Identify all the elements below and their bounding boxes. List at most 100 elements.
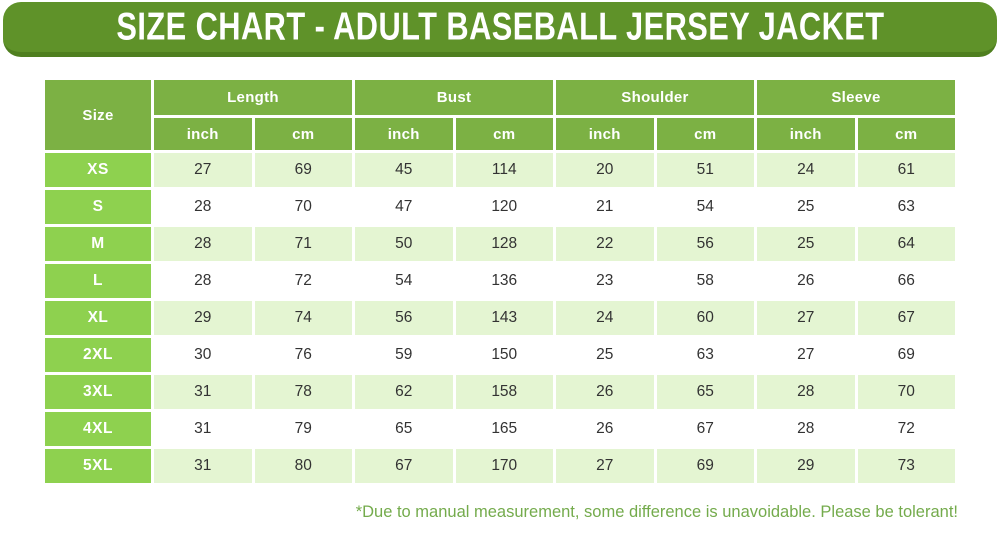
table-row: 5XL 31 80 67 170 27 69 29 73 <box>45 449 955 483</box>
table-header-group-row: Size Length Bust Shoulder Sleeve <box>45 80 955 150</box>
data-cell: 26 <box>556 375 654 409</box>
data-cell: 64 <box>857 227 955 261</box>
data-cell: 20 <box>556 153 654 187</box>
data-cell: 30 <box>154 338 252 372</box>
data-cell: 63 <box>656 338 754 372</box>
data-cell: 26 <box>757 264 855 298</box>
data-cell: 59 <box>355 338 453 372</box>
data-cell: 74 <box>254 301 352 335</box>
size-cell: L <box>45 264 151 298</box>
data-cell: 165 <box>455 412 553 446</box>
data-cell: 65 <box>656 375 754 409</box>
table-row: 4XL 31 79 65 165 26 67 28 72 <box>45 412 955 446</box>
data-cell: 22 <box>556 227 654 261</box>
data-cell: 67 <box>355 449 453 483</box>
data-cell: 69 <box>254 153 352 187</box>
size-cell: M <box>45 227 151 261</box>
title-banner: SIZE CHART - ADULT BASEBALL JERSEY JACKE… <box>3 2 997 57</box>
data-cell: 45 <box>355 153 453 187</box>
data-cell: 24 <box>556 301 654 335</box>
data-cell: 56 <box>656 227 754 261</box>
data-cell: 67 <box>656 412 754 446</box>
table-row: S 28 70 47 120 21 54 25 63 <box>45 190 955 224</box>
data-cell: 114 <box>455 153 553 187</box>
size-cell: XL <box>45 301 151 335</box>
size-cell: 4XL <box>45 412 151 446</box>
page-title: SIZE CHART - ADULT BASEBALL JERSEY JACKE… <box>115 4 885 49</box>
data-cell: 25 <box>556 338 654 372</box>
data-cell: 31 <box>154 449 252 483</box>
data-cell: 27 <box>556 449 654 483</box>
data-cell: 60 <box>656 301 754 335</box>
data-cell: 150 <box>455 338 553 372</box>
unit-header-sleeve-cm: cm <box>857 118 955 150</box>
data-cell: 72 <box>254 264 352 298</box>
unit-header-shoulder-inch: inch <box>556 118 654 150</box>
data-cell: 28 <box>757 412 855 446</box>
size-cell: S <box>45 190 151 224</box>
data-cell: 23 <box>556 264 654 298</box>
size-chart-container: Size Length Bust Shoulder Sleeve inch cm… <box>42 77 958 486</box>
table-row: 2XL 30 76 59 150 25 63 27 69 <box>45 338 955 372</box>
data-cell: 143 <box>455 301 553 335</box>
column-group-sleeve: Sleeve <box>757 80 955 115</box>
data-cell: 25 <box>757 190 855 224</box>
data-cell: 61 <box>857 153 955 187</box>
data-cell: 51 <box>656 153 754 187</box>
data-cell: 29 <box>757 449 855 483</box>
column-group-shoulder: Shoulder <box>556 80 754 115</box>
data-cell: 71 <box>254 227 352 261</box>
data-cell: 69 <box>656 449 754 483</box>
data-cell: 24 <box>757 153 855 187</box>
size-cell: 5XL <box>45 449 151 483</box>
data-cell: 58 <box>656 264 754 298</box>
data-cell: 28 <box>154 264 252 298</box>
size-cell: XS <box>45 153 151 187</box>
unit-header-shoulder-cm: cm <box>656 118 754 150</box>
column-group-length: Length <box>154 80 352 115</box>
data-cell: 28 <box>154 190 252 224</box>
size-cell: 2XL <box>45 338 151 372</box>
size-cell: 3XL <box>45 375 151 409</box>
table-row: XS 27 69 45 114 20 51 24 61 <box>45 153 955 187</box>
data-cell: 54 <box>656 190 754 224</box>
data-cell: 62 <box>355 375 453 409</box>
data-cell: 25 <box>757 227 855 261</box>
data-cell: 21 <box>556 190 654 224</box>
data-cell: 69 <box>857 338 955 372</box>
column-group-bust: Bust <box>355 80 553 115</box>
data-cell: 136 <box>455 264 553 298</box>
data-cell: 65 <box>355 412 453 446</box>
data-cell: 67 <box>857 301 955 335</box>
data-cell: 63 <box>857 190 955 224</box>
data-cell: 27 <box>757 301 855 335</box>
data-cell: 47 <box>355 190 453 224</box>
column-header-size: Size <box>45 80 151 150</box>
data-cell: 27 <box>154 153 252 187</box>
table-row: XL 29 74 56 143 24 60 27 67 <box>45 301 955 335</box>
data-cell: 31 <box>154 412 252 446</box>
data-cell: 66 <box>857 264 955 298</box>
unit-header-bust-cm: cm <box>455 118 553 150</box>
table-row: L 28 72 54 136 23 58 26 66 <box>45 264 955 298</box>
data-cell: 70 <box>254 190 352 224</box>
data-cell: 72 <box>857 412 955 446</box>
data-cell: 56 <box>355 301 453 335</box>
unit-header-length-cm: cm <box>254 118 352 150</box>
data-cell: 70 <box>857 375 955 409</box>
data-cell: 128 <box>455 227 553 261</box>
data-cell: 158 <box>455 375 553 409</box>
table-header-unit-row: inch cm inch cm inch cm inch cm <box>45 118 955 150</box>
data-cell: 78 <box>254 375 352 409</box>
table-row: M 28 71 50 128 22 56 25 64 <box>45 227 955 261</box>
data-cell: 27 <box>757 338 855 372</box>
table-row: 3XL 31 78 62 158 26 65 28 70 <box>45 375 955 409</box>
data-cell: 170 <box>455 449 553 483</box>
data-cell: 28 <box>154 227 252 261</box>
size-chart-table: Size Length Bust Shoulder Sleeve inch cm… <box>42 77 958 486</box>
data-cell: 120 <box>455 190 553 224</box>
data-cell: 76 <box>254 338 352 372</box>
unit-header-sleeve-inch: inch <box>757 118 855 150</box>
unit-header-length-inch: inch <box>154 118 252 150</box>
data-cell: 50 <box>355 227 453 261</box>
